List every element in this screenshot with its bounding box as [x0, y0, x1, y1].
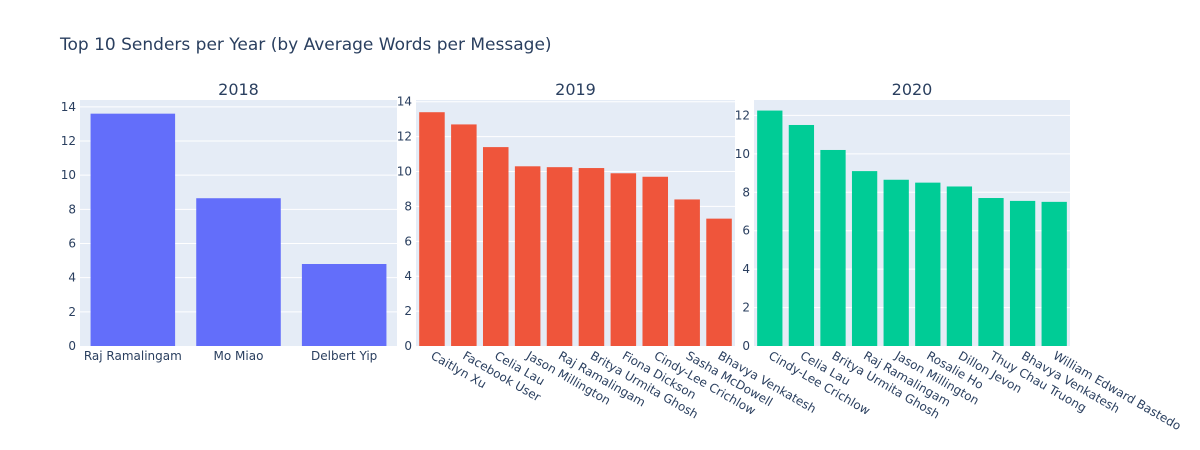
subplot-title: 2020 — [892, 80, 933, 99]
y-tick-label: 0 — [742, 339, 750, 353]
y-tick-label: 4 — [742, 262, 750, 276]
chart-title: Top 10 Senders per Year (by Average Word… — [59, 35, 552, 55]
y-tick-label: 12 — [61, 134, 76, 148]
y-tick-label: 2 — [68, 305, 76, 319]
bar — [788, 124, 815, 346]
x-tick-label: Mo Miao — [214, 349, 264, 363]
bar — [1041, 201, 1067, 346]
bar — [451, 124, 477, 346]
y-tick-label: 12 — [397, 130, 412, 144]
y-tick-label: 14 — [61, 100, 76, 114]
y-tick-label: 10 — [397, 165, 412, 179]
chart-panels: 0 2 4 6 8 10 12 14 2018 Raj Ramalingam Mo Miao Delb… — [61, 80, 1184, 433]
bar — [90, 113, 176, 347]
bar — [301, 264, 387, 346]
x-tick-label: William Edward Bastedo — [1051, 348, 1184, 433]
bar — [196, 198, 281, 346]
y-tick-label: 8 — [68, 202, 76, 216]
bar — [820, 149, 846, 346]
y-tick-label: 8 — [404, 199, 412, 213]
bar — [915, 182, 941, 346]
bar — [674, 199, 700, 346]
bar — [546, 167, 573, 346]
y-tick-label: 6 — [68, 237, 76, 251]
x-tick-label: Raj Ramalingam — [84, 349, 182, 363]
y-tick-label: 12 — [735, 108, 750, 122]
panel-2018: 0 2 4 6 8 10 12 14 2018 Raj Ramalingam Mo Miao Delb… — [61, 80, 397, 363]
bar — [610, 173, 637, 346]
bar — [883, 179, 909, 346]
bar — [514, 166, 541, 346]
subplot-title: 2018 — [218, 80, 259, 99]
bar — [706, 218, 732, 346]
bar — [482, 147, 509, 346]
y-tick-label: 0 — [68, 339, 76, 353]
y-tick-label: 8 — [742, 185, 750, 199]
subplot-title: 2019 — [555, 80, 596, 99]
bar — [578, 168, 605, 346]
bar — [642, 176, 669, 346]
y-tick-label: 4 — [68, 271, 76, 285]
bar — [419, 112, 445, 346]
bar — [851, 171, 878, 346]
y-tick-label: 14 — [397, 95, 412, 109]
y-tick-label: 6 — [404, 234, 412, 248]
y-tick-label: 0 — [404, 339, 412, 353]
y-tick-label: 10 — [735, 147, 750, 161]
bar — [757, 110, 783, 346]
x-tick-label: Delbert Yip — [311, 349, 377, 363]
y-tick-label: 4 — [404, 269, 412, 283]
bar — [1009, 200, 1036, 346]
y-tick-label: 6 — [742, 224, 750, 238]
y-tick-label: 2 — [404, 304, 412, 318]
y-tick-label: 2 — [742, 301, 750, 315]
bar — [946, 186, 973, 346]
bar — [978, 198, 1004, 346]
y-tick-label: 10 — [61, 168, 76, 182]
